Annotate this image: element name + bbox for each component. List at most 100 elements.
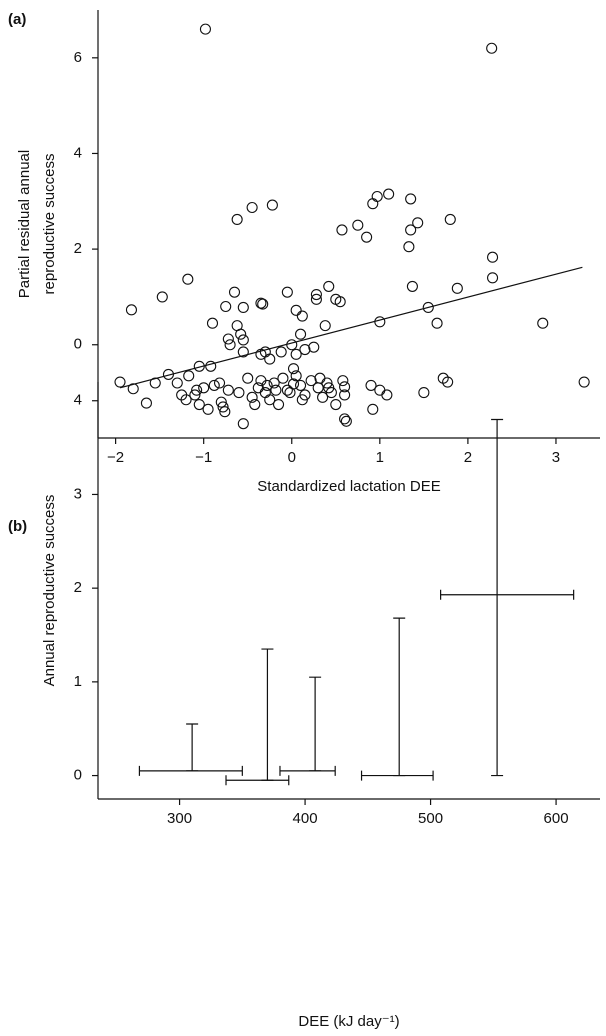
point <box>198 382 210 394</box>
point <box>237 301 249 313</box>
point <box>199 23 211 35</box>
point <box>319 320 331 332</box>
point <box>418 387 430 399</box>
point <box>233 387 245 399</box>
x-axis-label: Standardized lactation DEE <box>257 478 440 495</box>
point <box>220 300 232 313</box>
point <box>310 293 322 305</box>
point <box>277 372 289 384</box>
point <box>339 413 351 425</box>
point <box>317 391 329 403</box>
x-tick-label: 500 <box>418 810 443 827</box>
point <box>381 389 393 401</box>
panel-label: (b) <box>8 518 27 535</box>
point <box>405 224 417 236</box>
point <box>321 377 333 389</box>
fit-line <box>119 266 583 389</box>
x-tick-label: 3 <box>552 449 560 466</box>
point <box>334 296 346 308</box>
point <box>255 297 267 309</box>
point <box>486 42 498 54</box>
y-tick-label: 0 <box>74 767 82 784</box>
point <box>290 304 302 316</box>
y-axis-label: reproductive success <box>41 154 58 295</box>
x-error-bar <box>225 775 290 786</box>
point <box>114 376 126 388</box>
point <box>189 389 201 401</box>
point <box>275 346 287 358</box>
point <box>310 288 322 301</box>
point <box>323 280 335 292</box>
y-error-bar <box>309 676 322 772</box>
point <box>290 370 302 382</box>
point <box>365 379 377 391</box>
point <box>213 377 226 389</box>
point <box>314 372 326 384</box>
y-tick-label: 6 <box>74 49 82 66</box>
point <box>383 188 395 200</box>
point <box>286 339 298 351</box>
point <box>202 403 214 415</box>
point <box>374 316 386 328</box>
point <box>340 415 352 427</box>
point <box>339 389 351 401</box>
point <box>270 384 282 396</box>
point <box>235 328 247 340</box>
y-error-bar <box>186 723 199 772</box>
x-tick-label: 300 <box>167 810 192 827</box>
point <box>205 360 217 372</box>
point <box>578 376 590 388</box>
point <box>337 375 349 387</box>
point <box>125 304 138 316</box>
x-axis-label: DEE (kJ day⁻¹) <box>298 1013 399 1030</box>
y-error-bar <box>261 648 274 781</box>
x-tick-label: −1 <box>195 449 212 466</box>
point <box>367 198 379 210</box>
point <box>281 384 293 396</box>
point <box>215 396 227 408</box>
point <box>140 397 152 409</box>
point <box>237 346 249 358</box>
y-tick-label: 3 <box>74 485 82 502</box>
point <box>287 378 300 390</box>
point <box>367 403 379 415</box>
point <box>182 273 194 285</box>
y-tick-label: 2 <box>74 579 82 596</box>
point <box>287 363 300 375</box>
point <box>246 201 258 214</box>
point <box>193 398 205 411</box>
x-tick-label: −2 <box>107 449 124 466</box>
point <box>406 280 418 292</box>
x-error-bar <box>279 765 336 776</box>
point <box>156 291 168 303</box>
point <box>451 282 463 294</box>
x-error-bar <box>440 589 575 600</box>
point <box>361 231 373 243</box>
y-tick-label: 4 <box>74 392 82 409</box>
y-tick-label: 2 <box>74 240 82 257</box>
point <box>242 372 254 384</box>
point <box>237 334 249 346</box>
point <box>299 389 311 401</box>
point <box>224 339 236 351</box>
point <box>330 398 342 411</box>
point <box>222 384 234 396</box>
point <box>259 387 271 399</box>
point <box>352 219 364 231</box>
y-axis-label: Annual reproductive success <box>41 495 58 687</box>
x-tick-label: 600 <box>544 810 569 827</box>
point <box>206 317 219 329</box>
point <box>208 379 220 391</box>
point <box>237 418 249 430</box>
point <box>249 398 261 411</box>
point <box>264 353 276 365</box>
point <box>231 213 243 226</box>
point <box>171 377 183 389</box>
x-tick-label: 0 <box>288 449 296 466</box>
point <box>487 272 499 284</box>
point <box>295 328 307 340</box>
point <box>405 193 417 205</box>
point <box>180 394 192 406</box>
point <box>339 381 351 393</box>
